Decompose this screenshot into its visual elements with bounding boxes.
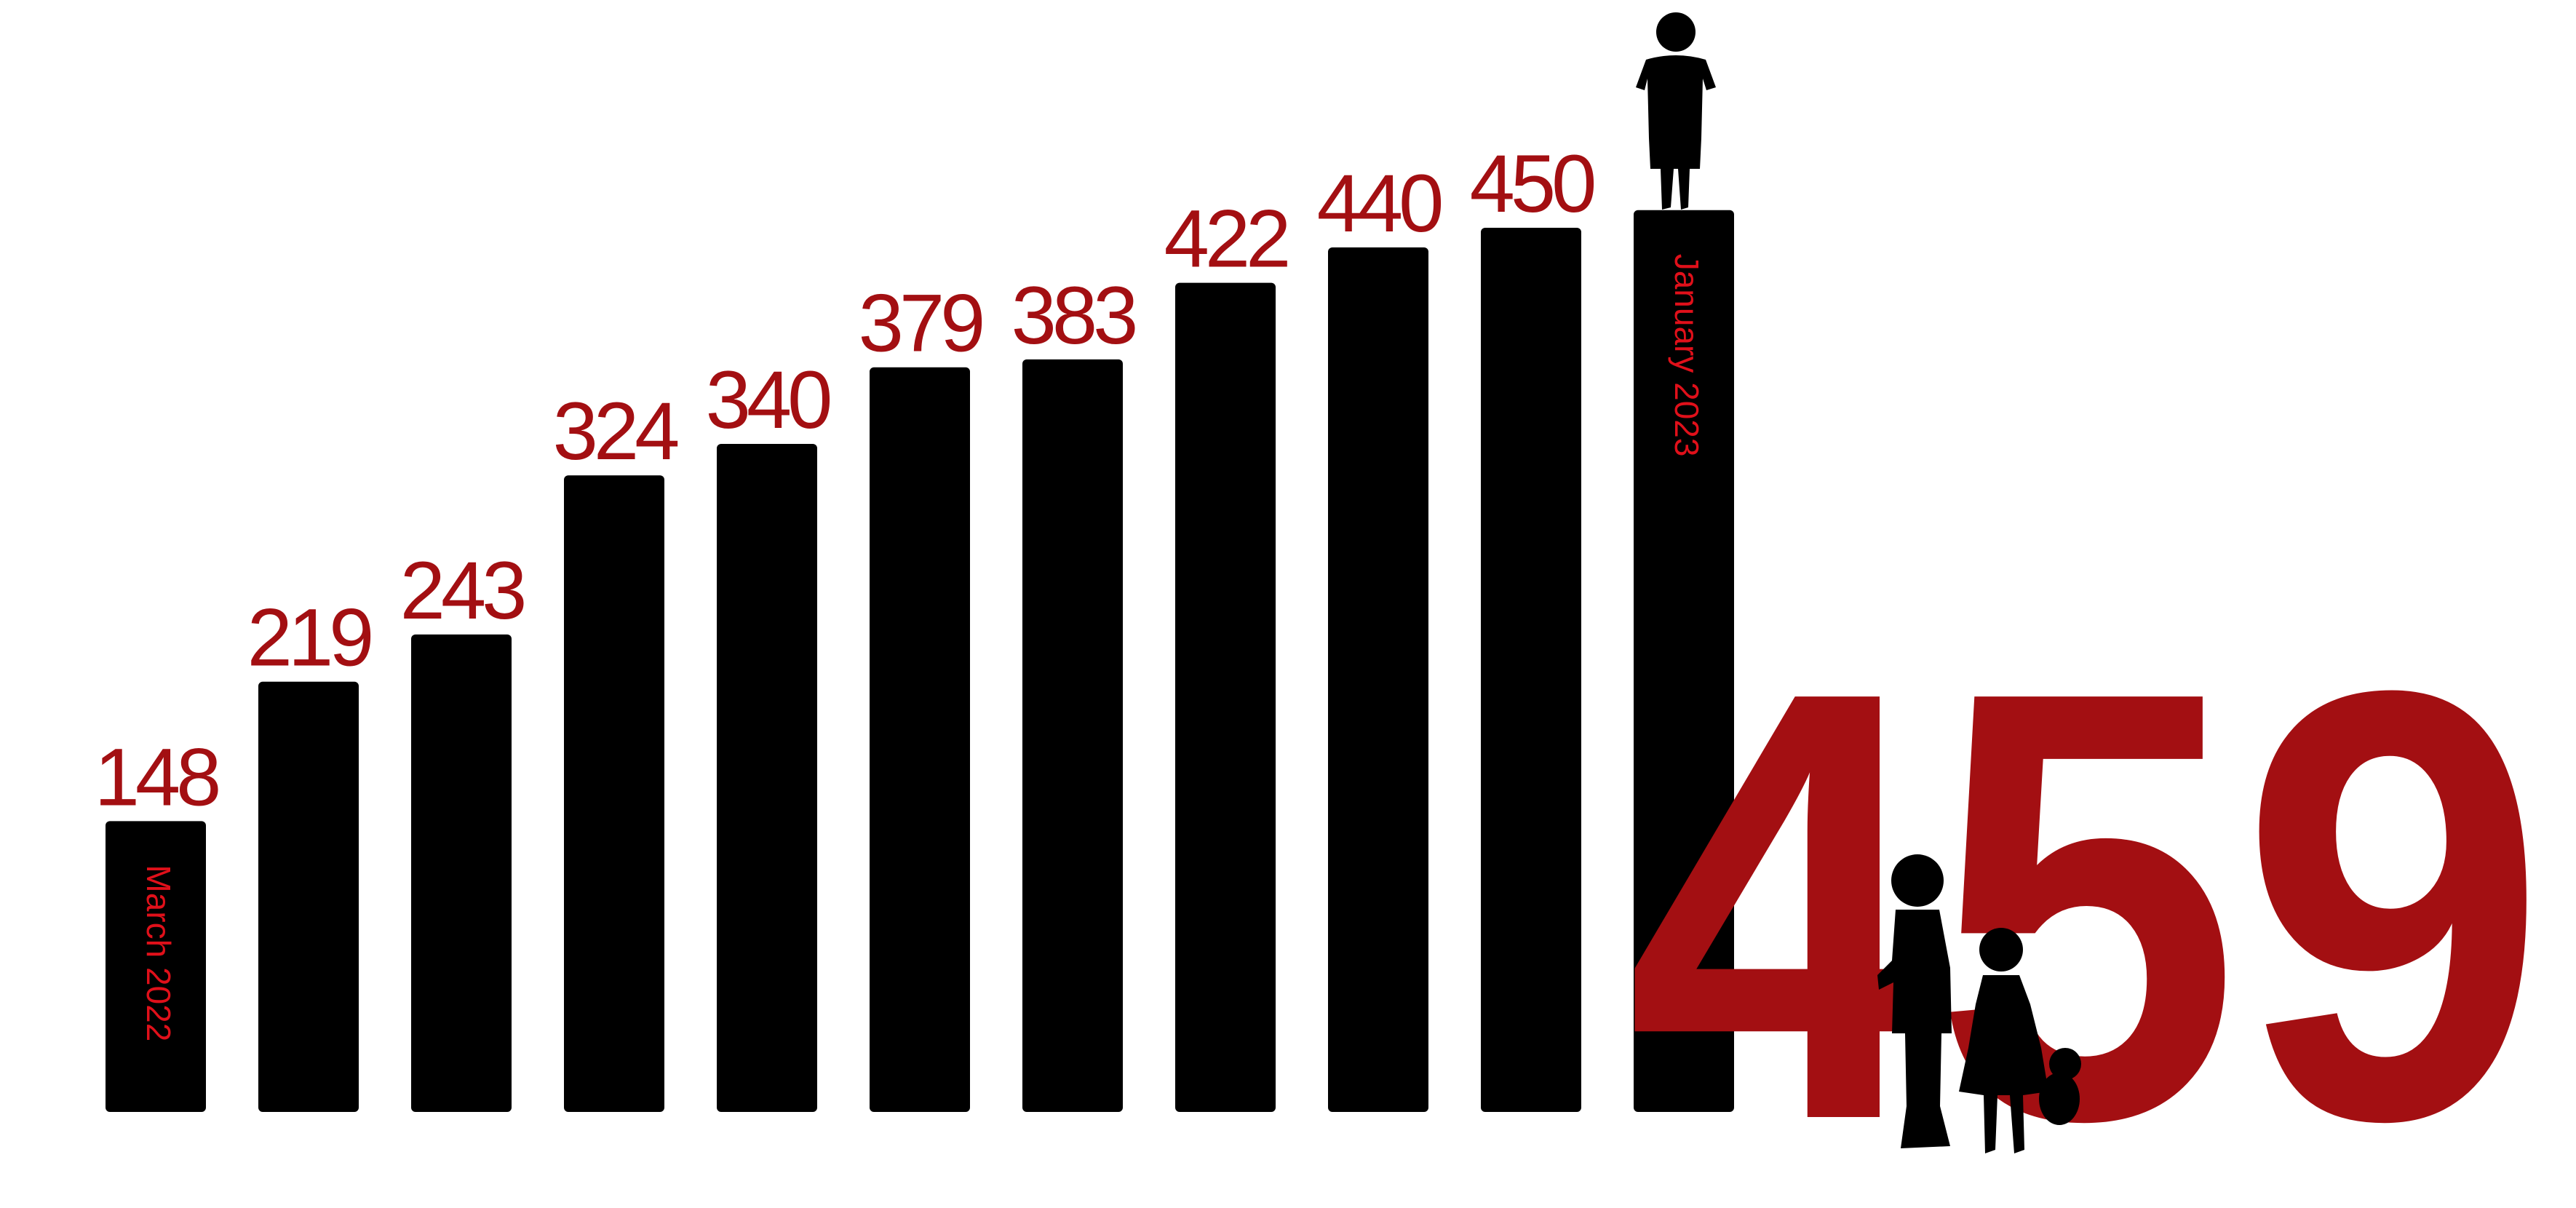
bar — [411, 634, 512, 1112]
value-label: 450 — [1470, 138, 1594, 229]
bar — [1022, 359, 1123, 1112]
body — [1877, 910, 1952, 1148]
teddy-head — [2049, 1048, 2081, 1080]
value-label: 148 — [95, 731, 219, 822]
body — [1959, 975, 2048, 1153]
value-label: 422 — [1164, 194, 1288, 285]
value-label: 383 — [1011, 270, 1136, 361]
value-label: 440 — [1317, 158, 1442, 249]
category-label: January 2023 — [1668, 254, 1706, 457]
head — [1656, 12, 1696, 52]
value-label: 324 — [553, 386, 679, 477]
bar — [1175, 282, 1276, 1113]
big-value-label: 459 — [1626, 565, 2547, 1208]
head — [1979, 928, 2023, 971]
value-label: 340 — [706, 354, 830, 445]
labels: 148 March 2022 219 243 324 340 379 383 422 440 450… — [95, 138, 1706, 1041]
bars — [106, 210, 1734, 1113]
bar — [1328, 247, 1428, 1112]
big-number-layer: 459 — [1626, 565, 2547, 1208]
value-label: 379 — [859, 278, 982, 369]
bar — [717, 444, 817, 1112]
bar — [258, 681, 359, 1112]
bar — [1634, 210, 1734, 1113]
teddy-body — [2039, 1073, 2080, 1125]
bar — [870, 367, 970, 1112]
category-label: March 2022 — [140, 865, 178, 1041]
bar — [1481, 228, 1581, 1112]
value-label: 219 — [247, 592, 371, 683]
value-label: 243 — [400, 545, 525, 636]
bar — [564, 475, 664, 1112]
silhouette-top — [1636, 12, 1716, 210]
silhouette-children — [1877, 854, 2081, 1153]
head — [1891, 854, 1944, 907]
body — [1636, 55, 1716, 210]
bar — [106, 821, 206, 1112]
